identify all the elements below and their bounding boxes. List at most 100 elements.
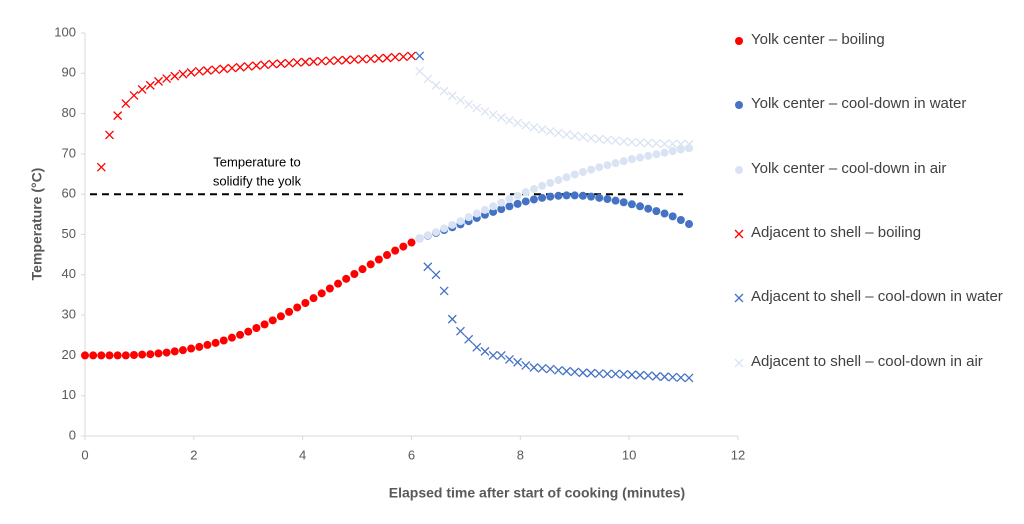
dot (105, 351, 114, 360)
x-marker (676, 139, 686, 149)
dot (391, 246, 400, 255)
dot (505, 202, 514, 211)
dot (440, 224, 449, 233)
x-marker (496, 113, 506, 123)
dot (578, 191, 587, 200)
dot (211, 338, 220, 347)
x-marker (619, 369, 629, 379)
legend-marker (735, 37, 743, 45)
annotation: Temperature to (213, 155, 300, 170)
x-marker (562, 366, 572, 376)
x-marker (651, 371, 661, 381)
dot (660, 148, 669, 157)
dot (587, 165, 596, 174)
y-tick-label: 30 (62, 307, 76, 322)
dot (431, 228, 440, 237)
dot (627, 200, 636, 209)
x-marker (211, 65, 221, 75)
dot (546, 178, 555, 187)
x-axis-title: Elapsed time after start of cooking (min… (389, 485, 685, 501)
y-tick-label: 20 (62, 347, 76, 362)
x-marker (643, 371, 653, 381)
legend-item: Yolk center – cool-down in water (733, 94, 1013, 114)
legend-label: Yolk center – cool-down in air (751, 159, 947, 177)
dot (456, 217, 465, 226)
dot (342, 274, 351, 283)
dot (619, 198, 628, 207)
x-marker (545, 364, 555, 374)
dot (162, 348, 171, 357)
dot (383, 251, 392, 260)
y-tick-label: 50 (62, 226, 76, 241)
x-marker (734, 229, 744, 239)
dot (578, 168, 587, 177)
dot (244, 327, 253, 336)
dot (178, 346, 187, 355)
x-marker (358, 54, 367, 64)
x-marker (309, 57, 319, 67)
dot (448, 220, 457, 229)
dot (129, 350, 138, 359)
x-marker (611, 136, 621, 146)
legend-item: Yolk center – cool-down in air (733, 159, 1013, 179)
x-marker (121, 99, 131, 108)
dot (350, 269, 359, 278)
x-tick-label: 0 (81, 447, 88, 462)
x-marker (382, 53, 392, 63)
dot (309, 294, 318, 303)
dot (260, 320, 269, 329)
legend-item: Yolk center – boiling (733, 30, 1013, 50)
x-marker (235, 62, 245, 72)
x-marker (537, 363, 547, 373)
dot (407, 238, 416, 247)
dot (652, 207, 661, 216)
x-marker (480, 346, 490, 356)
dot (570, 170, 579, 179)
dot (652, 150, 661, 159)
x-marker (194, 66, 204, 76)
x-marker (154, 76, 163, 86)
legend-marker (734, 229, 744, 239)
x-marker (635, 370, 645, 380)
dot (81, 351, 89, 360)
x-tick-label: 10 (622, 447, 636, 462)
dot (252, 323, 261, 332)
dot (529, 195, 538, 204)
x-marker (333, 55, 343, 65)
x-tick-label: 8 (517, 447, 524, 462)
x-marker (415, 51, 425, 61)
x-marker (178, 69, 188, 79)
dot (685, 220, 694, 229)
x-marker (227, 63, 237, 73)
dot (146, 350, 155, 359)
x-marker (113, 111, 123, 121)
x-marker (684, 373, 694, 383)
y-tick-label: 60 (62, 186, 76, 201)
x-marker (480, 107, 490, 117)
x-marker (488, 110, 498, 120)
dot (735, 37, 743, 45)
x-marker (504, 354, 514, 364)
x-marker (374, 53, 384, 63)
dot (636, 153, 645, 162)
x-marker (660, 139, 669, 149)
dot (627, 155, 636, 164)
legend-marker (734, 293, 744, 303)
dot (121, 351, 130, 360)
x-marker (398, 52, 408, 62)
x-marker (586, 368, 596, 378)
x-marker (521, 120, 531, 130)
x-marker (284, 58, 294, 68)
dot (227, 333, 236, 342)
x-marker (619, 136, 629, 146)
x-marker (594, 369, 604, 378)
x-marker (602, 369, 612, 379)
dot (611, 196, 620, 205)
x-marker (676, 373, 686, 383)
dot (603, 195, 612, 204)
x-marker (276, 59, 286, 69)
dot (546, 192, 555, 201)
dot (366, 260, 375, 269)
